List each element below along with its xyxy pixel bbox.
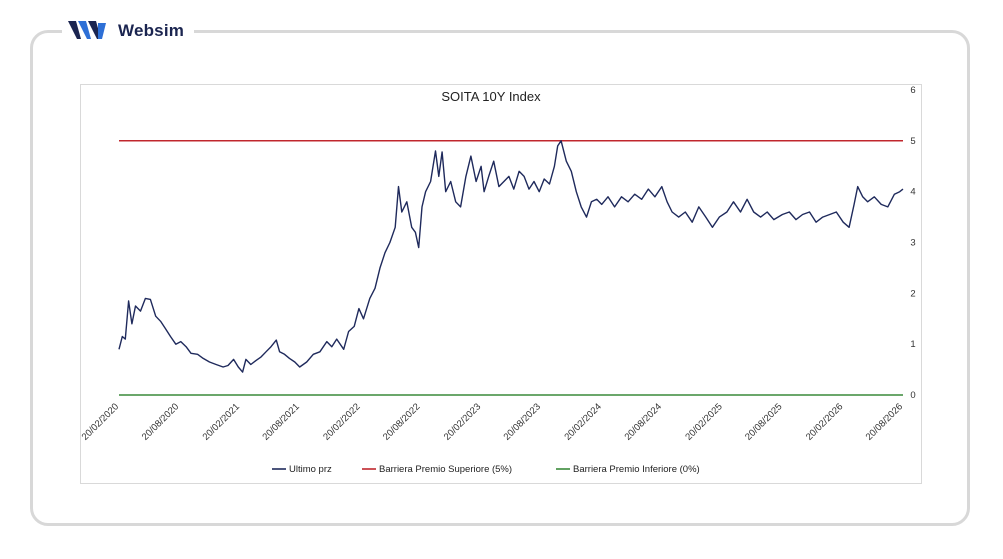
- y-tick-label: 5: [910, 136, 915, 147]
- y-tick-label: 0: [910, 390, 915, 401]
- legend-label: Ultimo prz: [289, 464, 332, 475]
- x-tick-label: 20/08/2026: [864, 401, 905, 442]
- line-chart: SOITA 10Y Index 0 1 2 3 4 5 6 20/02/2020 20/08/…: [81, 85, 916, 475]
- x-tick-label: 20/08/2020: [140, 401, 181, 442]
- x-tick-label: 20/08/2025: [743, 401, 784, 442]
- y-tick-label: 6: [910, 85, 915, 96]
- y-tick-label: 1: [910, 339, 915, 350]
- legend: Ultimo prz Barriera Premio Superiore (5%)…: [272, 464, 700, 475]
- brand: Websim: [62, 16, 195, 46]
- x-tick-label: 20/08/2021: [260, 401, 301, 442]
- y-axis: 0 1 2 3 4 5 6: [910, 85, 915, 401]
- series-line-ultimo-prz: [118, 140, 904, 373]
- x-tick-label: 20/02/2025: [683, 401, 724, 442]
- x-tick-label: 20/08/2023: [502, 401, 543, 442]
- x-axis: 20/02/2020 20/08/2020 20/02/2021 20/08/2021…: [81, 401, 905, 442]
- brand-name: Websim: [118, 21, 185, 40]
- x-tick-label: 20/02/2021: [201, 401, 242, 442]
- y-tick-label: 3: [910, 238, 915, 249]
- legend-label: Barriera Premio Superiore (5%): [379, 464, 512, 475]
- y-tick-label: 4: [910, 187, 915, 198]
- x-tick-label: 20/02/2022: [321, 401, 362, 442]
- x-tick-label: 20/02/2020: [81, 401, 121, 442]
- x-tick-label: 20/02/2023: [442, 401, 483, 442]
- y-tick-label: 2: [910, 288, 915, 299]
- series-layer: [118, 140, 904, 396]
- chart-panel: SOITA 10Y Index 0 1 2 3 4 5 6 20/02/2020 20/08/…: [80, 84, 922, 484]
- websim-logo-icon: [68, 21, 106, 39]
- legend-label: Barriera Premio Inferiore (0%): [573, 464, 700, 475]
- chart-title: SOITA 10Y Index: [441, 89, 541, 104]
- x-tick-label: 20/08/2024: [623, 401, 664, 442]
- x-tick-label: 20/02/2024: [562, 401, 603, 442]
- x-tick-label: 20/08/2022: [381, 401, 422, 442]
- x-tick-label: 20/02/2026: [804, 401, 845, 442]
